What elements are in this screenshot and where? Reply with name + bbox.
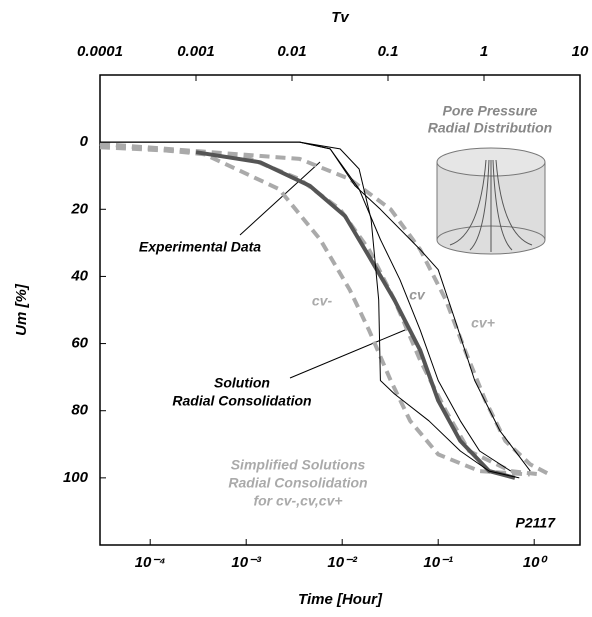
annotation: Radial Consolidation [228,475,367,491]
annotation: Radial Consolidation [172,393,311,409]
x-tick-label: 10⁻¹ [423,554,453,571]
x-tick-label: 10⁰ [523,554,549,571]
y-tick-label: 40 [70,267,88,284]
y-tick-label: 20 [70,200,88,217]
x2-tick-label: 0.001 [177,43,215,60]
annotation: Radial Distribution [428,120,552,136]
y-tick-label: 100 [63,469,89,486]
x-axis-label: Time [Hour] [298,591,383,608]
pointer-lines [239,161,406,379]
annotation: Pore Pressure [443,103,538,119]
annotation: Simplified Solutions [231,457,366,473]
x2-tick-label: 0.1 [378,43,399,60]
y-axis-label: Um [%] [13,283,30,336]
series-label: cv [409,287,426,303]
x2-tick-label: 1 [480,43,488,60]
annotation: for cv-,cv,cv+ [253,493,342,509]
cylinder-icon [436,147,546,255]
x2-axis-label: Tv [331,9,350,26]
annotation: P2117 [516,515,557,531]
x2-tick-label: 0.01 [277,43,306,60]
x-tick-label: 10⁻⁴ [135,554,166,571]
x-tick-label: 10⁻³ [231,554,262,571]
series-line [99,145,530,477]
series-label: cv+ [471,315,495,331]
series-line [195,150,516,480]
y-tick-label: 80 [71,402,88,419]
y-tick-label: 0 [80,133,89,150]
annotation: Experimental Data [139,239,261,255]
x2-tick-label: 0.0001 [77,43,123,60]
annotation: Solution [214,375,270,391]
series-label: cv- [312,293,333,309]
plot-frame [99,74,581,546]
series-line [100,141,531,472]
series-line [100,141,520,479]
x2-tick-label: 10 [572,43,589,60]
y-tick-label: 60 [71,335,88,352]
x-tick-label: 10⁻² [327,554,358,571]
